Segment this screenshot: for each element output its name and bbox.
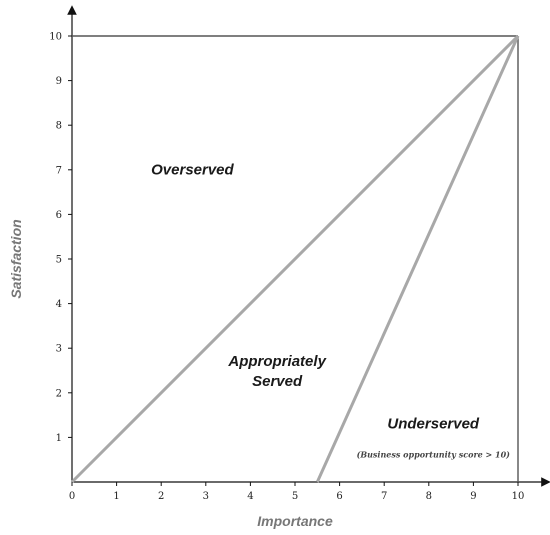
region-label-appropriately: Appropriately — [227, 353, 326, 370]
y-tick-label: 7 — [56, 165, 62, 176]
x-tick-label: 9 — [470, 491, 476, 502]
y-tick-label: 9 — [56, 76, 62, 87]
y-tick-label: 8 — [56, 121, 62, 132]
y-tick-label: 6 — [56, 210, 62, 221]
x-tick-label: 3 — [203, 491, 209, 502]
region-label-underserved: Underserved — [387, 415, 480, 432]
diagonal-line — [70, 34, 520, 484]
x-tick-label: 2 — [158, 491, 164, 502]
y-tick-label: 10 — [49, 32, 62, 43]
x-tick-label: 8 — [426, 491, 432, 502]
y-axis-title: Satisfaction — [8, 219, 24, 298]
y-tick-label: 3 — [56, 344, 62, 355]
y-tick-label: 5 — [56, 255, 62, 266]
x-tick-label: 10 — [512, 491, 525, 502]
region-label-overserved: Overserved — [151, 161, 234, 178]
x-tick-label: 7 — [381, 491, 387, 502]
x-tick-label: 5 — [292, 491, 298, 502]
x-axis-title: Importance — [257, 513, 333, 529]
x-tick-label: 0 — [69, 491, 75, 502]
x-tick-label: 4 — [247, 491, 253, 502]
y-tick-label: 1 — [56, 433, 62, 444]
note-text: (Business opportunity score > 10) — [357, 449, 511, 459]
x-tick-label: 1 — [113, 491, 119, 502]
y-tick-label: 4 — [56, 299, 62, 310]
x-tick-label: 6 — [336, 491, 342, 502]
y-tick-label: 2 — [56, 388, 62, 399]
opportunity-boundary-line — [315, 35, 520, 483]
region-label-served: Served — [252, 373, 303, 390]
